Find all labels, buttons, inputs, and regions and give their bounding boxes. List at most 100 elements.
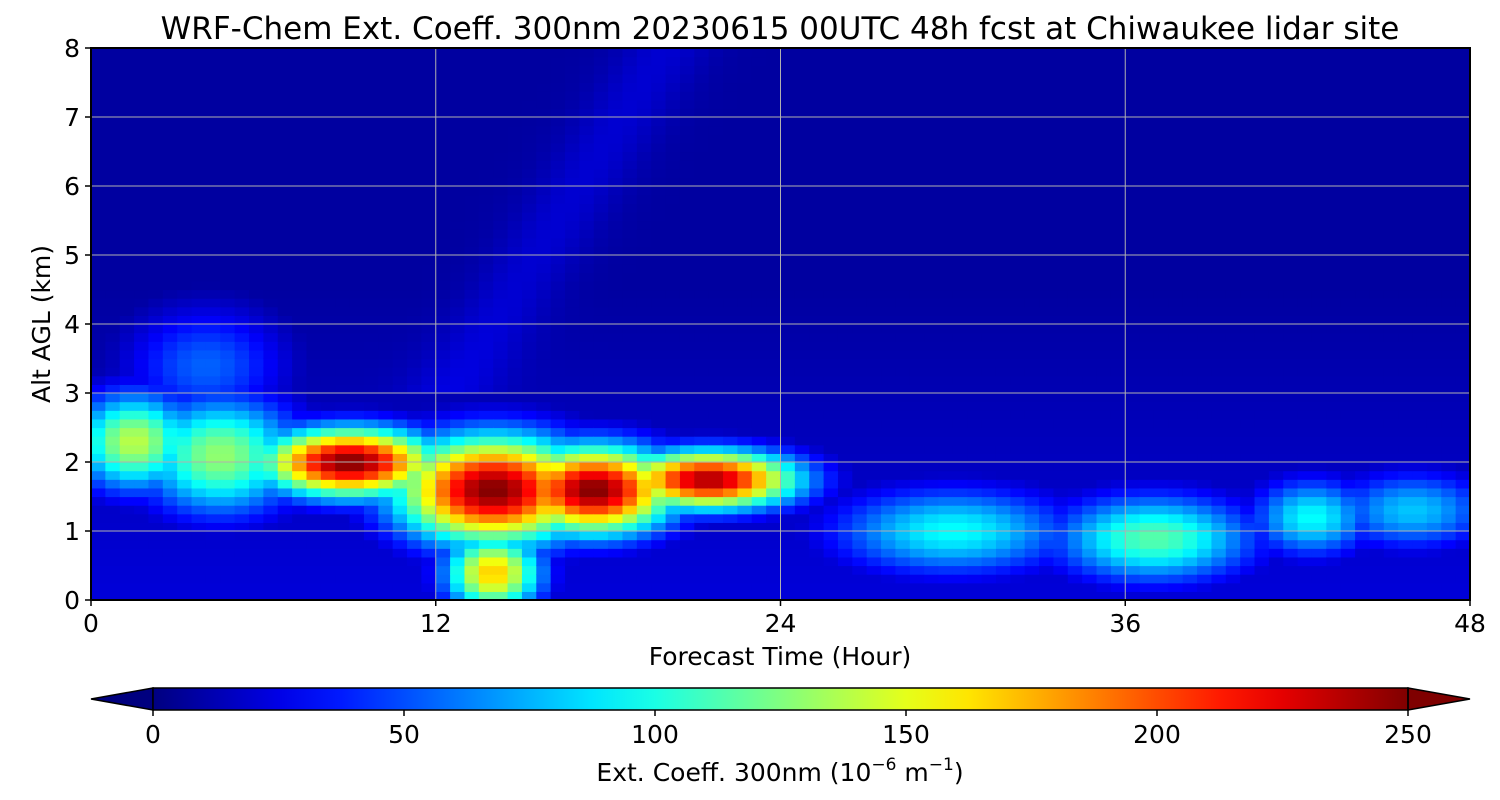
heatmap-cell [837, 263, 853, 273]
heatmap-cell [866, 393, 882, 403]
heatmap-cell [1153, 142, 1169, 153]
heatmap-cell [292, 56, 308, 66]
heatmap-cell [521, 186, 537, 196]
heatmap-cell [378, 522, 394, 532]
heatmap-cell [1182, 151, 1198, 161]
heatmap-cell [478, 48, 494, 58]
heatmap-cell [450, 73, 466, 84]
heatmap-cell [565, 332, 580, 342]
heatmap-cell [105, 73, 121, 84]
heatmap-cell [363, 401, 379, 411]
heatmap-cell [1010, 556, 1026, 567]
heatmap-cell [435, 315, 451, 325]
heatmap-cell [1082, 505, 1098, 515]
heatmap-cell [421, 479, 437, 489]
heatmap-cell [407, 142, 422, 153]
heatmap-cell [119, 263, 135, 273]
heatmap-cell [708, 384, 724, 394]
heatmap-cell [392, 470, 408, 480]
heatmap-cell [737, 479, 753, 489]
heatmap-cell [952, 574, 968, 584]
heatmap-cell [91, 548, 106, 558]
heatmap-cell [608, 479, 624, 489]
heatmap-cell [723, 487, 738, 498]
heatmap-cell [1125, 444, 1141, 454]
heatmap-cell [1082, 160, 1098, 170]
heatmap-cell [507, 211, 523, 222]
heatmap-cell [622, 220, 638, 230]
heatmap-cell [608, 349, 624, 360]
heatmap-cell [507, 522, 523, 532]
heatmap-cell [794, 444, 810, 454]
heatmap-cell [1125, 125, 1141, 135]
heatmap-cell [378, 160, 394, 170]
heatmap-cell [895, 375, 911, 385]
heatmap-cell [751, 574, 767, 584]
heatmap-cell [1110, 280, 1126, 291]
heatmap-cell [924, 393, 940, 403]
heatmap-cell [837, 453, 853, 463]
heatmap-cell [694, 565, 710, 575]
heatmap-cell [378, 393, 394, 403]
heatmap-cell [809, 513, 825, 523]
heatmap-cell [995, 384, 1011, 394]
heatmap-cell [636, 298, 652, 308]
heatmap-cell [292, 315, 308, 325]
heatmap-cell [1024, 367, 1040, 377]
heatmap-cell [105, 367, 121, 377]
heatmap-cell [349, 410, 365, 420]
heatmap-cell [320, 263, 336, 273]
heatmap-cell [751, 565, 767, 575]
heatmap-cell [823, 349, 839, 360]
heatmap-cell [191, 324, 207, 334]
heatmap-cell [737, 142, 753, 153]
heatmap-cell [1125, 48, 1141, 58]
heatmap-cell [794, 496, 810, 506]
heatmap-cell [134, 358, 150, 368]
heatmap-cell [636, 65, 652, 75]
heatmap-cell [823, 332, 839, 342]
heatmap-cell [177, 582, 193, 592]
heatmap-cell [119, 332, 135, 342]
heatmap-cell [105, 237, 121, 247]
heatmap-cell [306, 237, 322, 247]
heatmap-cell [751, 487, 767, 498]
heatmap-cell [909, 384, 925, 394]
heatmap-cell [952, 65, 968, 75]
heatmap-cell [392, 280, 408, 291]
heatmap-cell [205, 168, 221, 178]
heatmap-cell [1182, 401, 1198, 411]
heatmap-cell [320, 99, 336, 109]
heatmap-cell [766, 453, 782, 463]
heatmap-cell [924, 134, 940, 144]
heatmap-cell [881, 375, 897, 385]
heatmap-cell [521, 453, 537, 463]
heatmap-cell [349, 496, 365, 506]
heatmap-cell [708, 160, 724, 170]
heatmap-cell [809, 73, 825, 84]
heatmap-cell [1197, 117, 1213, 127]
heatmap-cell [938, 487, 954, 498]
heatmap-cell [938, 177, 954, 187]
heatmap-cell [622, 565, 638, 575]
heatmap-cell [450, 505, 466, 515]
heatmap-cell [1039, 556, 1055, 567]
heatmap-cell [234, 134, 250, 144]
heatmap-cell [751, 280, 767, 291]
heatmap-cell [335, 479, 351, 489]
heatmap-cell [335, 444, 351, 454]
heatmap-cell [1110, 289, 1126, 299]
heatmap-cell [866, 151, 882, 161]
heatmap-cell [550, 82, 566, 92]
heatmap-cell [694, 384, 710, 394]
heatmap-cell [320, 513, 336, 523]
heatmap-cell [507, 531, 523, 541]
heatmap-cell [205, 324, 221, 334]
heatmap-cell [794, 272, 810, 282]
heatmap-cell [1182, 289, 1198, 299]
heatmap-cell [766, 565, 782, 575]
heatmap-cell [651, 211, 667, 222]
heatmap-cell [794, 332, 810, 342]
heatmap-cell [550, 358, 566, 368]
heatmap-cell [737, 332, 753, 342]
